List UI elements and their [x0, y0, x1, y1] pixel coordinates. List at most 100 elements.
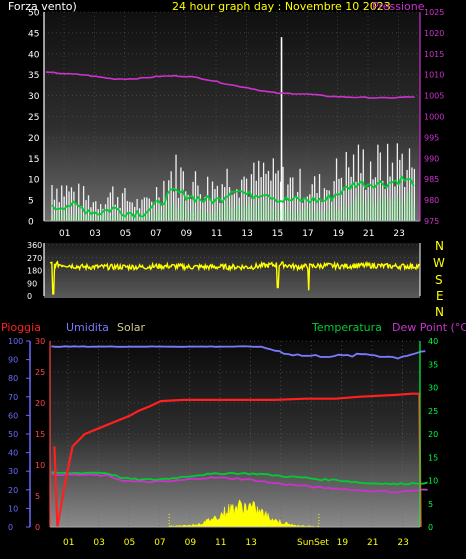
wind-x-tick-label: 23 — [393, 229, 404, 239]
direction-letter-e: E — [436, 289, 444, 303]
env-x-tick-label: 05 — [124, 538, 135, 548]
humidity-tick-label: 40 — [8, 449, 18, 458]
humidity-axis-label: Umidita — [66, 321, 109, 334]
wind-x-tick-label: 11 — [211, 229, 222, 239]
humidity-tick-label: 90 — [8, 356, 18, 365]
env-x-tick-label: 19 — [337, 538, 349, 548]
humidity-tick-label: 70 — [8, 393, 18, 402]
chart-title: 24 hour graph day : Novembre 10 2023 — [172, 0, 391, 13]
direction-tick-label: 90 — [27, 279, 37, 288]
pressure-line — [45, 71, 415, 99]
direction-letter-n-bottom: N — [435, 305, 444, 319]
rain-tick-label: 20 — [35, 399, 45, 408]
solar-area — [168, 499, 320, 528]
wind-average-line — [51, 174, 415, 219]
wind-x-tick-label: 03 — [89, 229, 100, 239]
pressure-tick-label: 985 — [424, 175, 439, 184]
temperature-tick-label: 30 — [428, 384, 438, 393]
chart-marks — [45, 37, 428, 528]
wind-tick-label: 50 — [28, 9, 40, 19]
humidity-tick-label: 30 — [8, 467, 18, 476]
pressure-axis-label: Pressione — [372, 0, 425, 13]
env-x-tick-label: 13 — [245, 538, 256, 548]
wind-x-tick-label: 05 — [120, 229, 131, 239]
direction-tick-label: 270 — [27, 254, 42, 263]
wind-direction-line — [49, 260, 420, 295]
wind-x-tick-label: 19 — [333, 229, 345, 239]
temperature-tick-label: 25 — [428, 407, 438, 416]
rain-axis-label: Pioggia — [1, 321, 41, 334]
direction-letter-w: W — [433, 256, 445, 270]
wind-tick-label: 15 — [28, 155, 39, 165]
temperature-tick-label: 35 — [428, 360, 438, 369]
temperature-line — [51, 471, 428, 486]
wind-x-tick-label: 09 — [181, 229, 193, 239]
humidity-tick-label: 60 — [8, 411, 18, 420]
pressure-tick-label: 975 — [424, 217, 439, 226]
direction-letter-s: S — [435, 273, 443, 287]
axes: 0510152025303540455097598098599099510001… — [8, 8, 444, 548]
wind-tick-label: 5 — [28, 197, 34, 207]
pressure-tick-label: 990 — [424, 154, 439, 163]
pressure-tick-label: 1020 — [424, 29, 444, 38]
solar-label: Solar — [117, 321, 146, 334]
temperature-tick-label: 10 — [428, 477, 438, 486]
sunset-tick-label: SunSet — [297, 538, 329, 548]
rain-tick-label: 5 — [35, 492, 40, 501]
wind-tick-label: 40 — [28, 50, 40, 60]
rain-tick-label: 15 — [35, 430, 45, 439]
humidity-tick-label: 80 — [8, 374, 18, 383]
wind-tick-label: 45 — [28, 29, 39, 39]
grid-lines — [44, 11, 420, 528]
env-x-tick-label: 07 — [154, 538, 165, 548]
env-x-tick-label: 21 — [367, 538, 378, 548]
rain-tick-label: 0 — [35, 523, 40, 532]
env-x-tick-label: 09 — [185, 538, 197, 548]
direction-letter-n-top: N — [435, 239, 444, 253]
temperature-tick-label: 5 — [428, 500, 433, 509]
direction-tick-label: 180 — [27, 267, 42, 276]
wind-tick-label: 10 — [28, 176, 40, 186]
humidity-tick-label: 10 — [8, 504, 18, 513]
pressure-tick-label: 1010 — [424, 71, 444, 80]
direction-tick-label: 0 — [27, 292, 32, 301]
pressure-tick-label: 980 — [424, 196, 439, 205]
temperature-tick-label: 40 — [428, 337, 438, 346]
temperature-tick-label: 20 — [428, 430, 438, 439]
env-x-tick-label: 11 — [215, 538, 226, 548]
wind-x-tick-label: 17 — [302, 229, 313, 239]
rain-tick-label: 30 — [35, 337, 45, 346]
humidity-tick-label: 20 — [8, 486, 18, 495]
wind-tick-label: 30 — [28, 92, 40, 102]
wind-tick-label: 20 — [28, 134, 40, 144]
env-x-tick-label: 03 — [93, 538, 104, 548]
wind-x-tick-label: 21 — [363, 229, 374, 239]
humidity-tick-label: 0 — [8, 523, 13, 532]
pressure-tick-label: 995 — [424, 133, 439, 142]
wind-x-tick-label: 13 — [241, 229, 252, 239]
pressure-tick-label: 1015 — [424, 50, 444, 59]
pressure-tick-label: 1005 — [424, 92, 444, 101]
temperature-axis-label: Temperatura — [311, 321, 382, 334]
direction-tick-label: 360 — [27, 241, 42, 250]
humidity-tick-label: 50 — [8, 430, 18, 439]
pressure-tick-label: 1000 — [424, 113, 444, 122]
wind-tick-label: 0 — [28, 218, 34, 228]
env-x-tick-label: 01 — [63, 538, 74, 548]
rain-line — [53, 392, 422, 528]
humidity-line — [51, 345, 426, 360]
rain-tick-label: 10 — [35, 461, 45, 470]
wind-x-tick-label: 15 — [272, 229, 283, 239]
dewpoint-axis-label: Dew Point (°C) — [392, 321, 466, 334]
env-x-tick-label: 23 — [397, 538, 408, 548]
wind-x-tick-label: 07 — [150, 229, 161, 239]
wind-x-tick-label: 01 — [59, 229, 70, 239]
pressure-tick-label: 1025 — [424, 8, 444, 17]
rain-tick-label: 25 — [35, 368, 45, 377]
temperature-tick-label: 0 — [428, 523, 433, 532]
wind-axis-label: Forza vento) — [8, 0, 77, 13]
wind-tick-label: 35 — [28, 71, 39, 81]
wind-tick-label: 25 — [28, 113, 39, 123]
